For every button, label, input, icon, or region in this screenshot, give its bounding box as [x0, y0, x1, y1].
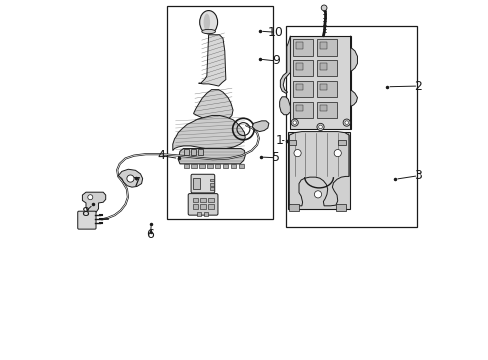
Bar	[320, 63, 326, 69]
Bar	[320, 84, 326, 90]
Bar	[317, 102, 336, 118]
Circle shape	[344, 121, 348, 125]
Bar	[335, 204, 346, 211]
Bar	[200, 198, 206, 202]
Bar	[190, 149, 196, 155]
Text: 7: 7	[133, 176, 141, 189]
Text: 2: 2	[414, 80, 422, 93]
Bar	[230, 163, 236, 168]
Bar	[338, 140, 345, 145]
Bar	[208, 204, 214, 209]
Polygon shape	[193, 90, 233, 122]
Bar	[292, 40, 312, 55]
Bar	[320, 105, 326, 111]
Bar	[295, 105, 303, 111]
Circle shape	[321, 5, 326, 11]
Bar	[290, 36, 350, 129]
Bar	[317, 81, 336, 97]
Bar	[183, 163, 188, 168]
Circle shape	[290, 119, 298, 126]
Polygon shape	[350, 36, 357, 130]
Bar	[295, 42, 303, 49]
Text: 10: 10	[267, 26, 284, 39]
Bar	[317, 40, 336, 55]
Polygon shape	[198, 35, 225, 86]
Text: 5: 5	[271, 151, 280, 164]
Bar	[289, 140, 296, 145]
Circle shape	[126, 175, 134, 182]
Bar	[167, 6, 273, 220]
Bar	[215, 163, 220, 168]
Text: 1: 1	[275, 134, 283, 147]
Text: 4: 4	[157, 149, 165, 162]
Bar	[208, 198, 214, 202]
Bar	[191, 163, 196, 168]
Polygon shape	[280, 36, 290, 93]
Bar	[192, 204, 198, 209]
Bar	[292, 60, 312, 76]
Circle shape	[333, 149, 341, 157]
Polygon shape	[172, 116, 244, 150]
FancyBboxPatch shape	[191, 174, 214, 193]
Bar	[238, 163, 244, 168]
Bar	[183, 149, 188, 155]
Bar	[192, 198, 198, 202]
Bar	[198, 149, 203, 155]
Bar	[289, 204, 299, 211]
Polygon shape	[289, 132, 348, 206]
Polygon shape	[118, 169, 142, 187]
Bar	[285, 26, 416, 226]
Polygon shape	[287, 132, 349, 209]
Bar	[295, 63, 303, 69]
Circle shape	[293, 149, 301, 157]
Bar	[292, 81, 312, 97]
Bar	[210, 183, 214, 186]
Polygon shape	[279, 97, 290, 115]
Ellipse shape	[203, 14, 210, 31]
Bar	[200, 204, 206, 209]
Circle shape	[318, 125, 322, 129]
FancyBboxPatch shape	[188, 194, 218, 215]
Polygon shape	[178, 148, 244, 164]
Circle shape	[88, 195, 93, 200]
Bar	[210, 179, 214, 181]
Ellipse shape	[202, 30, 215, 34]
Circle shape	[343, 119, 349, 126]
Polygon shape	[82, 192, 105, 213]
Bar	[203, 212, 208, 216]
Bar	[192, 178, 200, 189]
Bar	[295, 84, 303, 90]
Bar	[207, 163, 212, 168]
Bar	[317, 60, 336, 76]
Bar	[292, 102, 312, 118]
Bar	[320, 42, 326, 49]
Polygon shape	[252, 121, 268, 132]
Text: 9: 9	[271, 54, 280, 67]
Circle shape	[316, 123, 324, 131]
Text: 3: 3	[414, 169, 422, 182]
Circle shape	[292, 121, 296, 125]
Bar	[210, 187, 214, 190]
Bar	[223, 163, 228, 168]
Bar	[199, 163, 204, 168]
Ellipse shape	[199, 10, 217, 34]
Text: 6: 6	[146, 228, 154, 241]
Circle shape	[314, 191, 321, 198]
Bar	[196, 212, 201, 216]
Text: 8: 8	[81, 206, 89, 219]
FancyBboxPatch shape	[78, 211, 96, 229]
